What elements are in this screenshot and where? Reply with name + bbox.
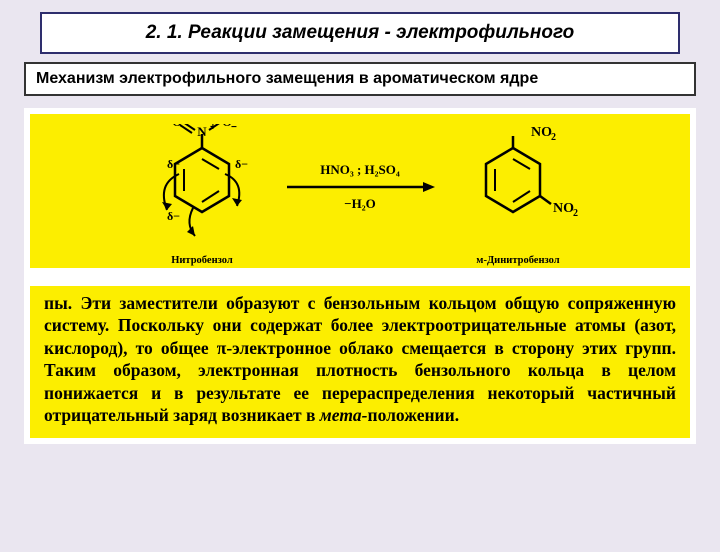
svg-text:NO: NO — [531, 125, 552, 140]
dinitrobenzene-svg: NO 2 NO 2 — [453, 124, 583, 264]
reagent-bottom: −H₂O — [285, 196, 435, 212]
content-block: N + O O − δ− δ− δ− Нитробензол — [24, 108, 696, 444]
svg-text:δ−: δ− — [167, 157, 180, 171]
reaction-arrow-block: HNO₃ ; H₂SO₄ −H₂O — [285, 162, 435, 212]
svg-text:2: 2 — [573, 208, 578, 219]
paragraph-em: мета- — [320, 405, 368, 425]
reagent-top: HNO₃ ; H₂SO₄ — [285, 162, 435, 178]
gap — [30, 268, 690, 286]
explanation-paragraph: пы. Эти заместители образуют с бензольны… — [30, 286, 690, 438]
molecule-nitrobenzene: N + O O − δ− δ− δ− Нитробензол — [137, 124, 267, 264]
svg-text:N: N — [197, 124, 207, 139]
title-box: 2. 1. Реакции замещения - электрофильног… — [40, 12, 680, 54]
molecule-dinitrobenzene: NO 2 NO 2 м-Динитробензол — [453, 124, 583, 264]
svg-text:NO: NO — [553, 201, 574, 216]
dinitrobenzene-label: м-Динитробензол — [453, 255, 583, 266]
svg-text:2: 2 — [551, 132, 556, 143]
nitrobenzene-label: Нитробензол — [137, 255, 267, 266]
reaction-diagram: N + O O − δ− δ− δ− Нитробензол — [30, 114, 690, 268]
reaction-arrow-icon — [285, 180, 435, 194]
svg-text:δ−: δ− — [167, 209, 180, 223]
title-text: 2. 1. Реакции замещения - электрофильног… — [146, 22, 575, 43]
nitrobenzene-svg: N + O O − δ− δ− δ− — [137, 124, 267, 264]
paragraph-tail: положении. — [368, 405, 460, 425]
subtitle-box: Механизм электрофильного замещения в аро… — [24, 62, 696, 96]
svg-text:δ−: δ− — [235, 157, 248, 171]
subtitle-text: Механизм электрофильного замещения в аро… — [36, 70, 538, 87]
svg-text:O: O — [172, 124, 181, 129]
svg-text:−: − — [231, 124, 237, 133]
